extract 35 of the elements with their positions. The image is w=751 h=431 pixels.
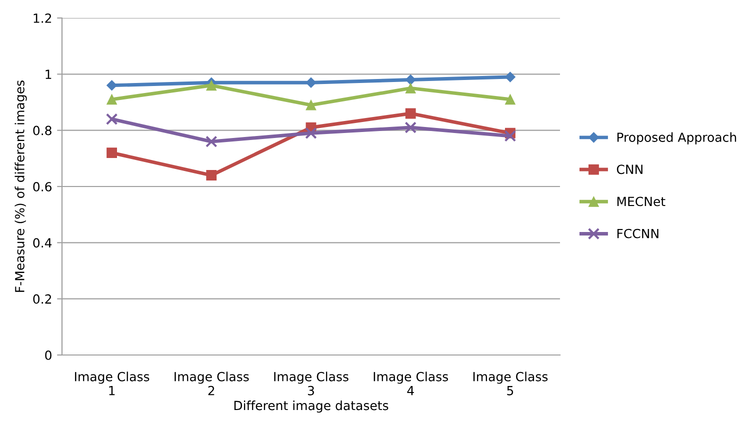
point — [504, 94, 516, 105]
y-tick-label: 0.4 — [33, 238, 52, 248]
legend-label: CNN — [616, 164, 642, 174]
point — [306, 77, 316, 88]
x-axis-title: Different image datasets — [234, 400, 388, 413]
point — [206, 80, 217, 91]
x-tick-label: Image Class 3 — [274, 372, 348, 396]
x-tick-label: Image Class 1 — [75, 372, 150, 396]
point — [504, 72, 516, 82]
y-tick-label: 0.8 — [33, 126, 52, 136]
point — [504, 130, 516, 142]
y-tick-label: 0 — [45, 350, 52, 360]
y-tick-label: 0.6 — [33, 182, 52, 192]
point — [404, 122, 417, 134]
point — [405, 82, 416, 94]
x-tick-label: Image Class 4 — [374, 372, 448, 396]
legend-label: FCCNN — [617, 228, 658, 238]
point — [306, 100, 316, 110]
point — [106, 113, 118, 126]
point — [106, 80, 118, 91]
x-tick-label: Image Class 2 — [174, 372, 249, 396]
y-tick-label: 0.2 — [33, 294, 52, 304]
y-tick-label: 1 — [46, 70, 52, 79]
point — [106, 148, 118, 158]
x-tick-label: Image Class 5 — [473, 372, 548, 396]
point — [106, 94, 118, 105]
legend-label: MECNet — [617, 196, 666, 206]
point — [405, 108, 416, 119]
point — [206, 170, 217, 180]
point — [205, 136, 218, 148]
point — [405, 74, 416, 86]
y-axis-title: F-Measure (%) of different images — [14, 80, 27, 292]
y-tick-label: 1.2 — [34, 13, 52, 23]
point — [305, 127, 317, 140]
legend-label: Proposed Approach — [617, 132, 736, 144]
